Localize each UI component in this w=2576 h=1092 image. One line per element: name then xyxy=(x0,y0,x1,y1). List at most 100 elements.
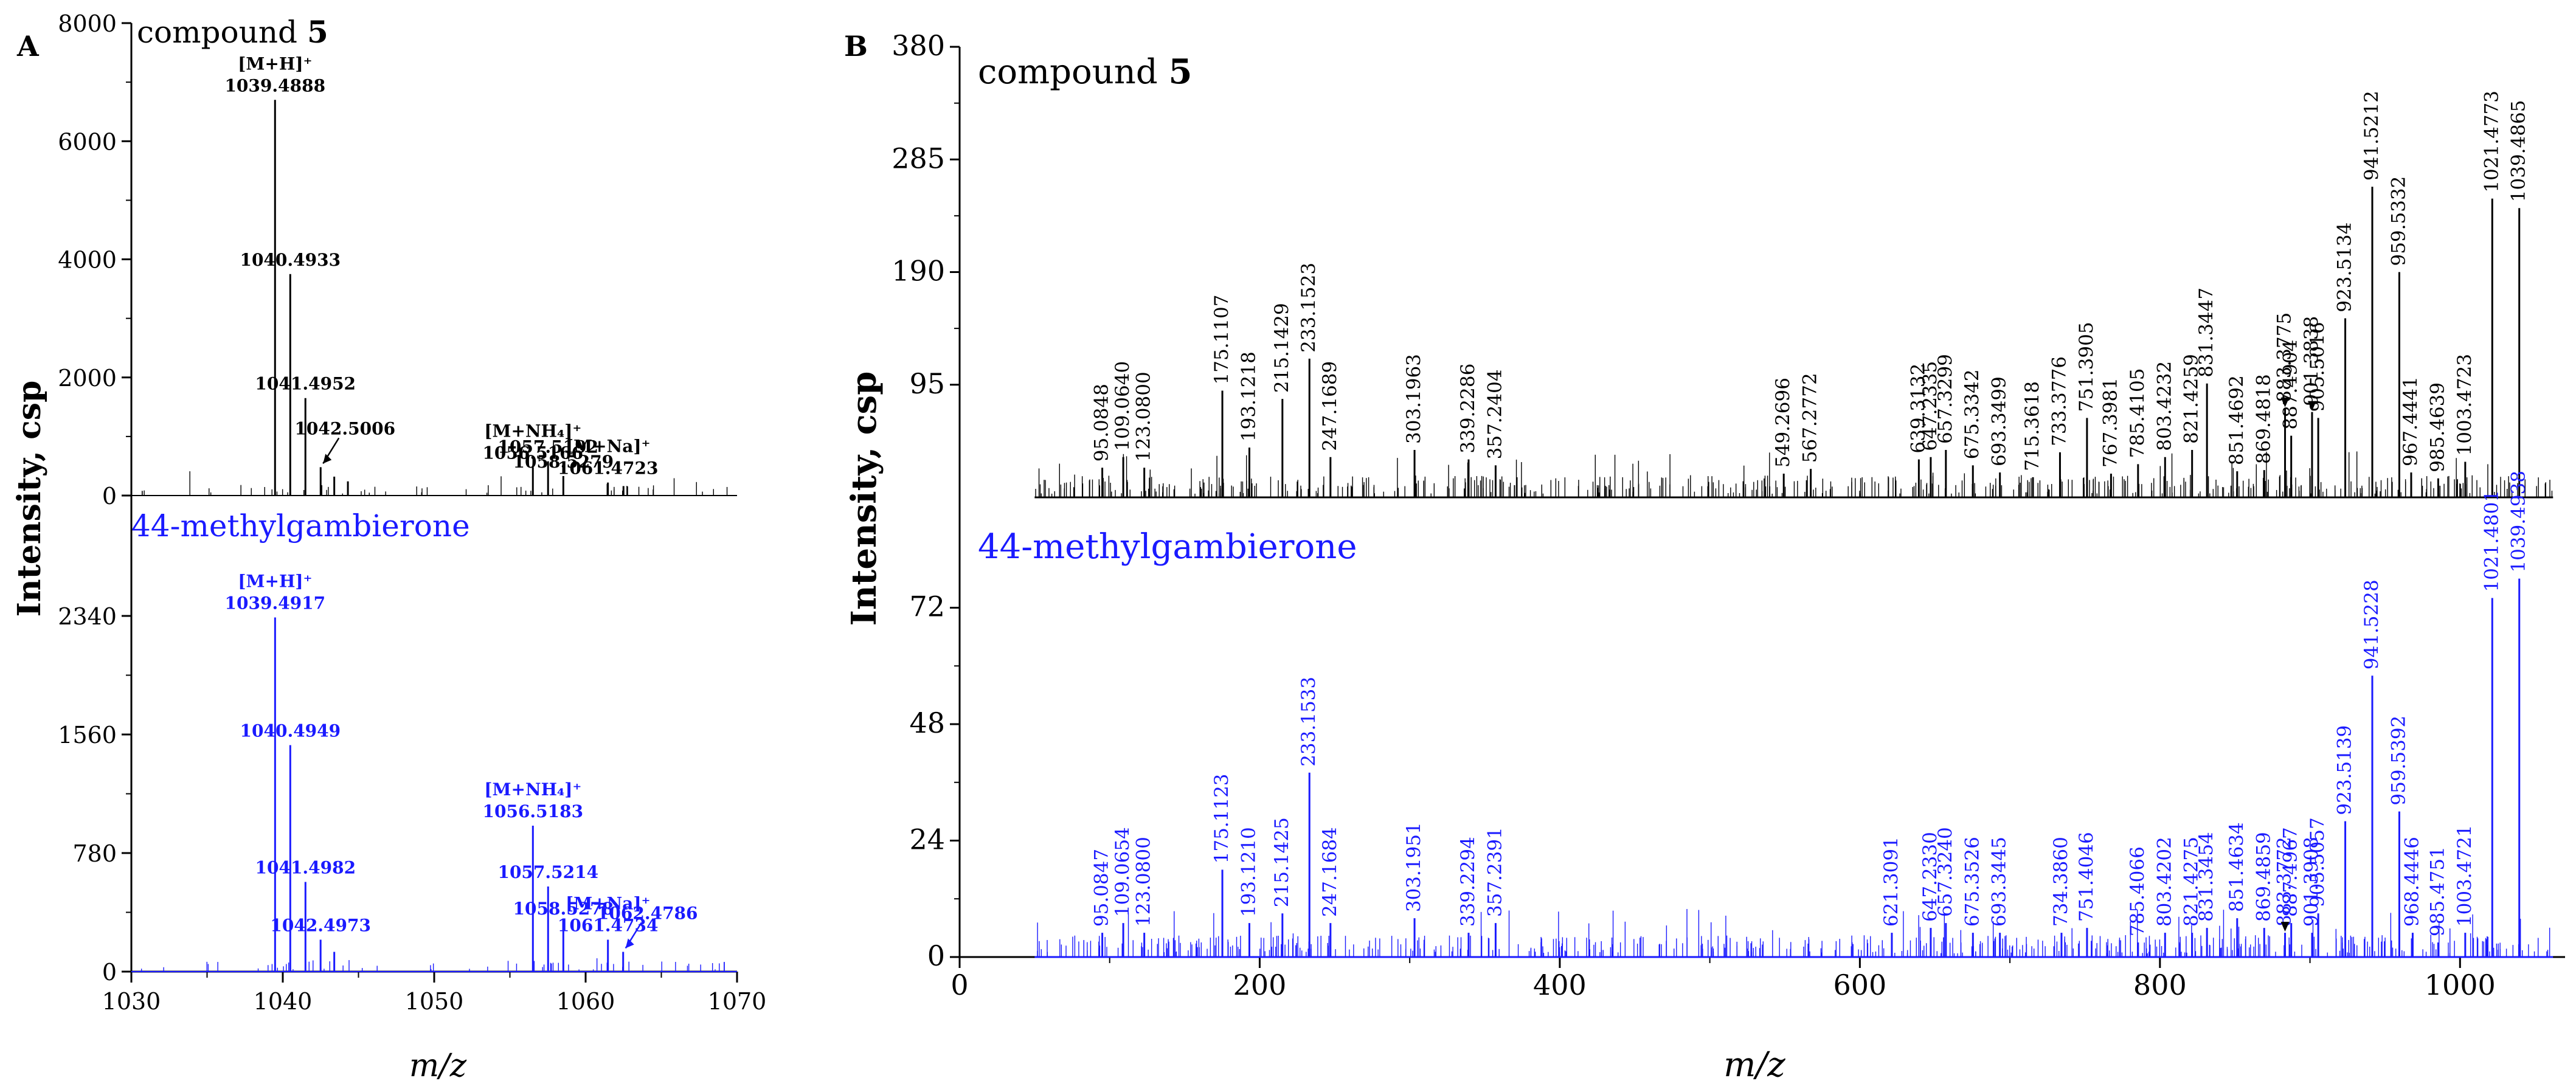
x-tick-label: 400 xyxy=(1533,969,1587,1001)
peak-label: [M+NH₄]⁺ xyxy=(484,421,581,441)
peak-label: 647.2335 xyxy=(1919,361,1941,451)
peak-label: 233.1523 xyxy=(1298,263,1320,353)
peak-label: 901.3908 xyxy=(2301,837,2322,927)
peak-label: 883.3772 xyxy=(2274,837,2296,927)
peak-label: 851.4692 xyxy=(2226,375,2248,465)
spectrum-title-compound-number: 5 xyxy=(307,14,328,50)
arrow-icon xyxy=(2280,397,2290,407)
peak-label: [M+H]⁺ xyxy=(238,54,312,74)
peak-label: 639.3132 xyxy=(1907,364,1929,454)
peak-label: 193.1218 xyxy=(1238,351,1259,441)
peak-label: 905.5057 xyxy=(2307,817,2328,907)
peak-label: 968.4446 xyxy=(2401,837,2423,927)
peak-label: 303.1951 xyxy=(1403,822,1425,912)
peak-label: 109.0640 xyxy=(1112,361,1134,451)
spectrum-title: compound 5 xyxy=(137,14,328,50)
peak-label: [M+Na]⁺ xyxy=(566,437,650,457)
panel-b: B Intensity, csp m/z 0 200 400 600 800 1000 95… xyxy=(844,29,2565,1085)
peak-label: 95.0848 xyxy=(1091,384,1113,461)
peak-label: 1061.4723 xyxy=(558,458,659,479)
peak-label: 1042.5006 xyxy=(294,418,395,438)
peak-label: 1042.4973 xyxy=(270,916,371,936)
peak-label: 1056.5166 xyxy=(482,443,583,463)
arrow-icon xyxy=(2307,401,2316,411)
peak-label: 733.3776 xyxy=(2048,356,2070,446)
peak-label: 715.3618 xyxy=(2021,381,2043,471)
peak-label: 1057.5192 xyxy=(497,437,598,457)
y-tick-label: 0 xyxy=(102,483,117,510)
panel-a-ylabel: Intensity, csp xyxy=(11,381,48,617)
peak-label: 1062.4786 xyxy=(597,904,698,924)
background-noise-peaks xyxy=(1035,451,2553,497)
y-tick-label: 2000 xyxy=(58,365,117,392)
peak-label: 1021.4773 xyxy=(2481,91,2502,193)
peak-label: 821.4275 xyxy=(2181,837,2203,927)
peak-label: 1057.5214 xyxy=(497,862,598,882)
peak-label: 1039.4938 xyxy=(2508,471,2530,573)
y-tick-label: 48 xyxy=(909,707,945,739)
peak-label: 985.4639 xyxy=(2426,382,2448,472)
x-tick-label: 1000 xyxy=(2425,969,2496,1001)
peak-label: 693.3499 xyxy=(1989,376,2010,466)
peak-label: 339.2294 xyxy=(1457,837,1479,927)
peak-label: 1058.5278 xyxy=(513,899,614,919)
peak-label: 109.0654 xyxy=(1112,827,1134,917)
peak-label: 751.4046 xyxy=(2076,832,2097,922)
peak-label: 803.4232 xyxy=(2153,361,2175,451)
peak-label: 821.4259 xyxy=(2181,354,2203,444)
panel-b-bottom-spectrum: 44-methylgambierone 95.0847109.0654123.08… xyxy=(978,471,2553,958)
peak-label: 657.3299 xyxy=(1934,354,1956,444)
peak-label: 869.4818 xyxy=(2252,374,2274,464)
peak-label: 734.3860 xyxy=(2050,837,2072,927)
y-tick-label: 72 xyxy=(909,590,945,623)
spectrum-title: 44-methylgambierone xyxy=(131,508,470,544)
peak-label: 657.3240 xyxy=(1934,827,1956,917)
peak-label: 959.5392 xyxy=(2387,716,2409,806)
peak-label: 621.3091 xyxy=(1880,837,1902,927)
y-tick-label: 780 xyxy=(72,840,117,867)
peak-label: 1003.4723 xyxy=(2454,354,2476,456)
x-tick-label: 1060 xyxy=(556,988,615,1015)
peak-label: 887.4967 xyxy=(2280,827,2302,917)
panel-a-axis: 1030 1040 1050 1060 1070 0 2000 4000 6000 8000 0 78… xyxy=(58,10,766,1015)
peak-label: 887.4904 xyxy=(2280,340,2302,430)
peak-label: 675.3526 xyxy=(1961,837,1983,927)
y-tick-label: 285 xyxy=(892,142,945,175)
y-tick-label: 4000 xyxy=(58,247,117,274)
x-tick-label: 1070 xyxy=(708,988,767,1015)
peak-label: 1039.4917 xyxy=(225,593,326,613)
peak-label: 869.4859 xyxy=(2252,832,2274,922)
peak-label: 785.4105 xyxy=(2127,368,2148,458)
x-tick-label: 1050 xyxy=(405,988,464,1015)
spectrum-title: compound 5 xyxy=(978,52,1193,92)
peak-label: 1061.4734 xyxy=(558,916,659,936)
peak-label: 941.5212 xyxy=(2361,91,2383,181)
peak-label: 751.3905 xyxy=(2076,322,2097,412)
peak-label: 767.3981 xyxy=(2099,378,2121,468)
spectrum-title-compound-number: 5 xyxy=(1169,52,1193,92)
peak-label: 193.1210 xyxy=(1238,827,1259,917)
peak-label: 303.1963 xyxy=(1403,354,1425,444)
arrow-icon xyxy=(625,938,634,949)
peak-label: 357.2391 xyxy=(1484,827,1506,917)
peak-label: 247.1689 xyxy=(1319,361,1341,451)
peak-label: 1058.5279 xyxy=(513,452,614,472)
peak-label: 803.4202 xyxy=(2153,837,2175,927)
peak-label: 567.2772 xyxy=(1799,373,1821,463)
peak-label: 923.5139 xyxy=(2334,725,2356,815)
peak-label: 1003.4721 xyxy=(2454,824,2476,927)
peak-label: [M+NH₄]⁺ xyxy=(484,779,581,800)
panel-a: A Intensity, csp m/z 1030 1040 1050 1060 107… xyxy=(11,10,766,1084)
peak-label: 123.0800 xyxy=(1133,837,1155,927)
x-tick-label: 0 xyxy=(950,969,968,1001)
x-tick-label: 1030 xyxy=(102,988,161,1015)
background-noise-peaks xyxy=(140,958,725,972)
peak-label: 549.2696 xyxy=(1772,378,1794,468)
peak-label: 1039.4865 xyxy=(2508,100,2530,202)
peak-label: 339.2286 xyxy=(1457,364,1479,454)
peak-label: 647.2330 xyxy=(1919,832,1941,922)
peak-label: 1039.4888 xyxy=(224,75,325,95)
peak-label: 1041.4952 xyxy=(255,374,356,394)
